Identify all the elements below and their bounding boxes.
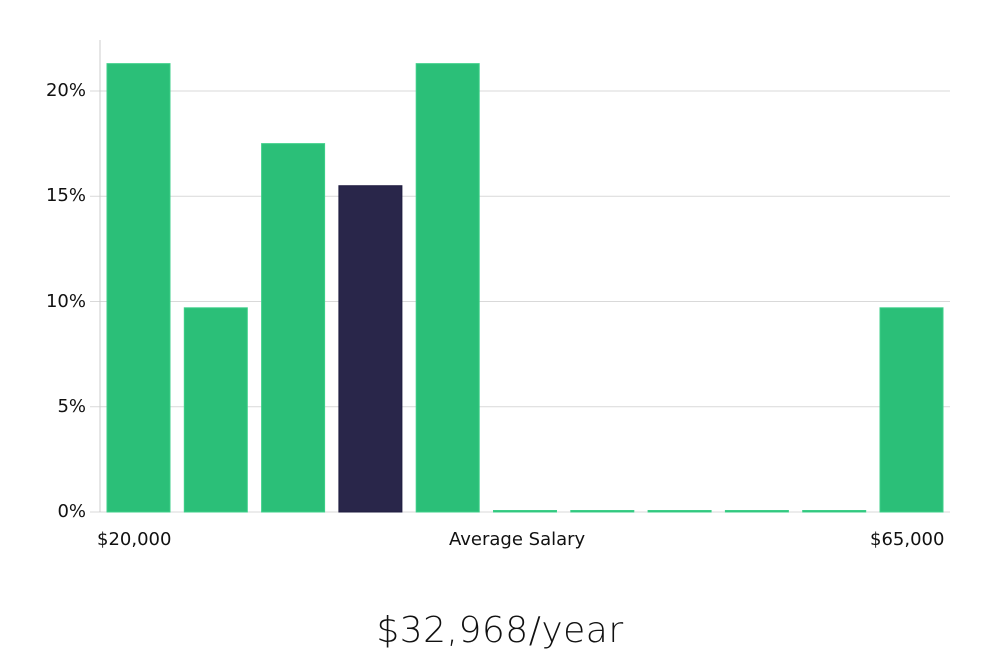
average-salary-summary: $32,968/year	[376, 610, 624, 651]
y-tick-label: 5%	[57, 395, 86, 417]
x-axis-title: Average Salary	[449, 529, 586, 550]
bar	[879, 307, 944, 513]
bar	[802, 510, 867, 513]
bar-highlighted	[338, 185, 403, 513]
bar	[415, 63, 480, 513]
bar	[724, 510, 789, 513]
bar	[261, 143, 326, 513]
x-max-label: $65,000	[870, 529, 945, 550]
bar	[106, 63, 171, 513]
x-min-label: $20,000	[97, 529, 172, 550]
bar	[647, 510, 712, 513]
y-tick-label: 20%	[45, 80, 86, 101]
y-tick-label: 15%	[45, 185, 86, 207]
y-tick-label: 10%	[45, 290, 86, 312]
bar	[493, 510, 557, 513]
bar	[183, 307, 248, 513]
y-tick-label: 0%	[57, 501, 86, 522]
bar	[570, 510, 635, 513]
